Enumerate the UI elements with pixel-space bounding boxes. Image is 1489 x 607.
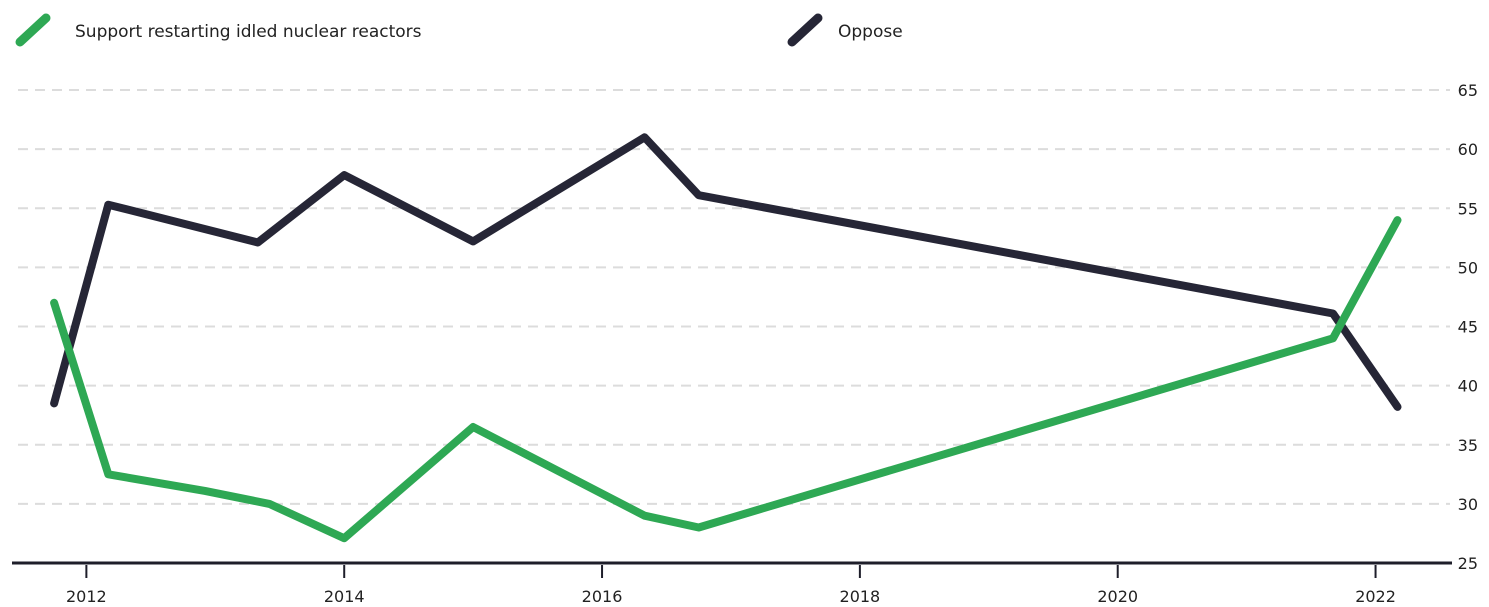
gridlines bbox=[18, 89, 1450, 505]
legend-swatch-support bbox=[15, 13, 51, 47]
series-line-oppose bbox=[50, 133, 1402, 411]
y-tick-label: 65 bbox=[1458, 81, 1478, 100]
y-tick-label: 25 bbox=[1458, 554, 1478, 573]
x-tick-label: 2020 bbox=[1097, 587, 1138, 606]
y-tick-label: 60 bbox=[1458, 140, 1478, 159]
y-tick-label: 40 bbox=[1458, 377, 1478, 396]
x-tick-label: 2012 bbox=[66, 587, 107, 606]
series-line-support bbox=[50, 216, 1402, 543]
legend-label-support: Support restarting idled nuclear reactor… bbox=[75, 22, 422, 42]
y-tick-label: 30 bbox=[1458, 495, 1478, 514]
legend: Support restarting idled nuclear reactor… bbox=[15, 13, 903, 47]
x-tick-label: 2014 bbox=[324, 587, 365, 606]
y-tick-label: 45 bbox=[1458, 318, 1478, 337]
y-tick-label: 50 bbox=[1458, 258, 1478, 277]
x-tick-label: 2016 bbox=[582, 587, 623, 606]
x-tick-label: 2022 bbox=[1355, 587, 1396, 606]
series-lines bbox=[50, 133, 1402, 543]
x-tick-label: 2018 bbox=[840, 587, 881, 606]
y-axis-ticks: 25 30 35 40 45 50 55 60 65 bbox=[1458, 81, 1478, 573]
legend-swatch-oppose bbox=[787, 13, 823, 47]
x-axis-ticks: 2012 2014 2016 2018 2020 2022 bbox=[66, 565, 1396, 606]
y-tick-label: 35 bbox=[1458, 436, 1478, 455]
legend-label-oppose: Oppose bbox=[838, 22, 903, 42]
legend-item-support: Support restarting idled nuclear reactor… bbox=[15, 13, 422, 47]
y-tick-label: 55 bbox=[1458, 199, 1478, 218]
legend-item-oppose: Oppose bbox=[787, 13, 903, 47]
